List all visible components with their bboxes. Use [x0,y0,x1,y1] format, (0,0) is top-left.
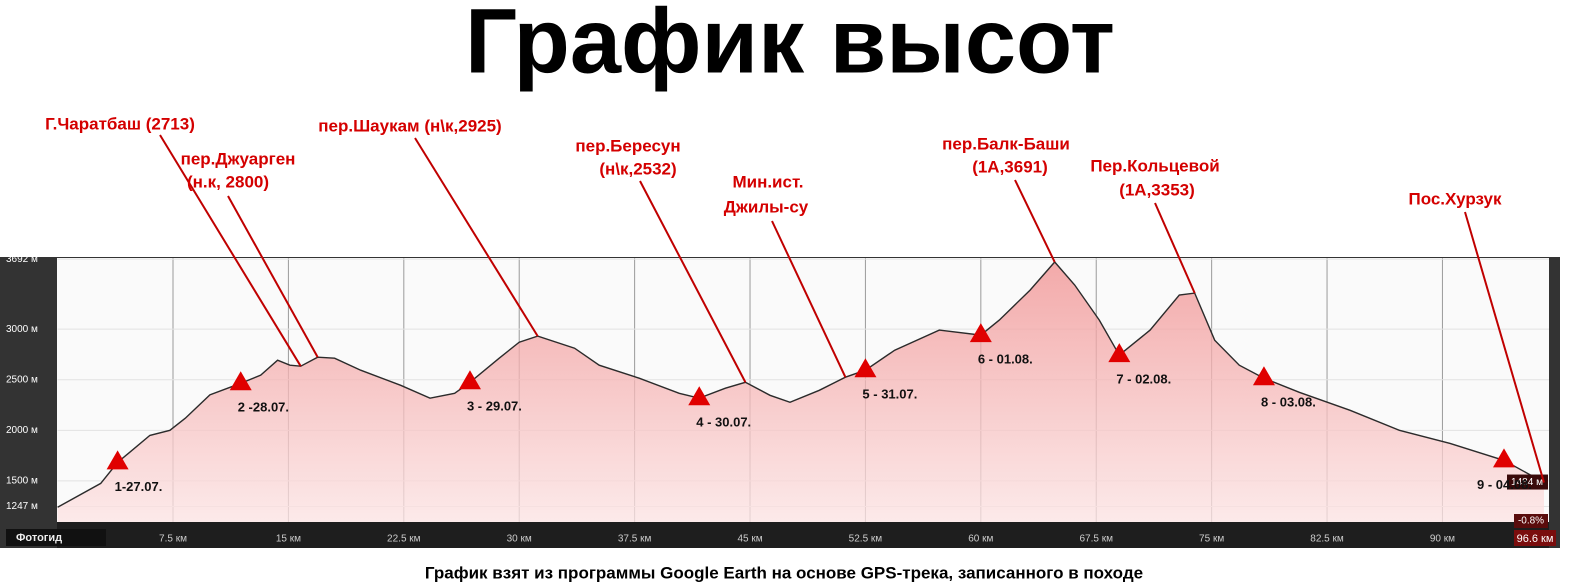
x-tick-label: 22.5 км [387,534,421,545]
day-marker [688,386,711,406]
peak-label: Мин.ист. [732,172,803,191]
day-marker [229,371,252,391]
y-tick-label: 1500 м [6,476,38,487]
leader-line [639,180,747,383]
x-tick-label: 7.5 км [159,534,187,545]
day-label: 9 - 04.08. [1477,477,1532,492]
x-axis-bar [57,522,1549,548]
end-label-box [1507,474,1548,490]
y-tick-label: 2500 м [6,374,38,385]
leader-line [227,195,319,358]
leader-line [414,137,539,337]
leader-line [1014,179,1056,263]
day-marker [1108,343,1131,363]
x-tick-label: 75 км [1199,534,1224,545]
x-tick-label: 30 км [507,534,532,545]
peak-label: Джилы-су [724,197,809,216]
day-label: 3 - 29.07. [467,399,522,414]
x-tick-label: 45 км [737,534,762,545]
caption: График взят из программы Google Earth на… [425,563,1143,582]
day-marker [1252,366,1275,386]
chart-title: График высот [465,0,1115,92]
day-label: 1-27.07. [115,479,163,494]
day-label: 8 - 03.08. [1261,395,1316,410]
day-marker [106,450,129,470]
peak-label: Пос.Хурзук [1408,189,1502,208]
grade-label: -0.8% [1518,516,1544,527]
peak-label: Пер.Кольцевой [1090,156,1219,175]
day-label: 5 - 31.07. [862,387,917,402]
x-tick-label: 67.5 км [1079,534,1113,545]
x-tick-label: 96.6 км [1517,533,1554,545]
peak-label: пер.Балк-Баши [942,134,1070,153]
x-tick-label: 82.5 км [1310,534,1344,545]
peak-label: (1А,3691) [972,157,1048,176]
peak-label: пер.Шаукам (н\к,2925) [318,116,501,135]
peak-label: пер.Джуарген [181,149,296,168]
day-marker [854,358,877,378]
peak-label: (н\к,2532) [599,159,676,178]
day-label: 7 - 02.08. [1116,372,1171,387]
leader-line [1464,211,1545,483]
grade-box [1514,514,1548,528]
x-tick-label: 90 км [1430,534,1455,545]
peak-label: (1А,3353) [1119,180,1195,199]
leader-line [159,134,302,367]
x-tick-label: 15 км [276,534,301,545]
y-tick-label: 2000 м [6,425,38,436]
x-tick-label: 52.5 км [849,534,883,545]
day-marker [1492,448,1515,468]
peak-label: Г.Чаратбаш (2713) [45,114,195,133]
leader-line [1154,202,1196,294]
peak-label: пер.Бересун [575,136,680,155]
y-tick-label: 3692 м [6,254,38,265]
x-end-box [1514,530,1556,546]
brand-badge [6,529,106,546]
y-tick-label: 3000 м [6,324,38,335]
day-marker [458,370,481,390]
leader-line [771,220,847,378]
x-tick-label: 60 км [968,534,993,545]
end-label: 1484 м [1511,477,1543,488]
x-tick-label: 37.5 км [618,534,652,545]
day-label: 2 -28.07. [238,400,289,415]
peak-label: (н.к, 2800) [187,172,269,191]
day-marker [969,323,992,343]
y-tick-label: 1247 м [6,501,38,512]
brand: Фотогид [16,532,62,544]
day-label: 4 - 30.07. [696,415,751,430]
day-label: 6 - 01.08. [978,352,1033,367]
elevation-area [57,262,1545,522]
